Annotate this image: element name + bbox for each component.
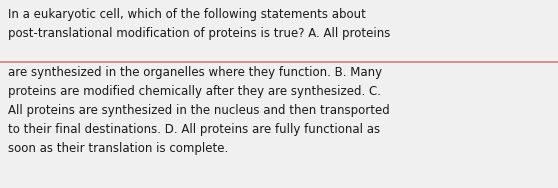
Text: In a eukaryotic cell, which of the following statements about: In a eukaryotic cell, which of the follo…	[8, 8, 366, 21]
Text: to their final destinations. D. All proteins are fully functional as: to their final destinations. D. All prot…	[8, 123, 380, 136]
Text: post-translational modification of proteins is true? A. All proteins: post-translational modification of prote…	[8, 27, 391, 40]
Text: All proteins are synthesized in the nucleus and then transported: All proteins are synthesized in the nucl…	[8, 104, 389, 117]
Text: are synthesized in the organelles where they function. B. Many: are synthesized in the organelles where …	[8, 66, 382, 79]
Text: proteins are modified chemically after they are synthesized. C.: proteins are modified chemically after t…	[8, 85, 381, 98]
Text: soon as their translation is complete.: soon as their translation is complete.	[8, 142, 228, 155]
